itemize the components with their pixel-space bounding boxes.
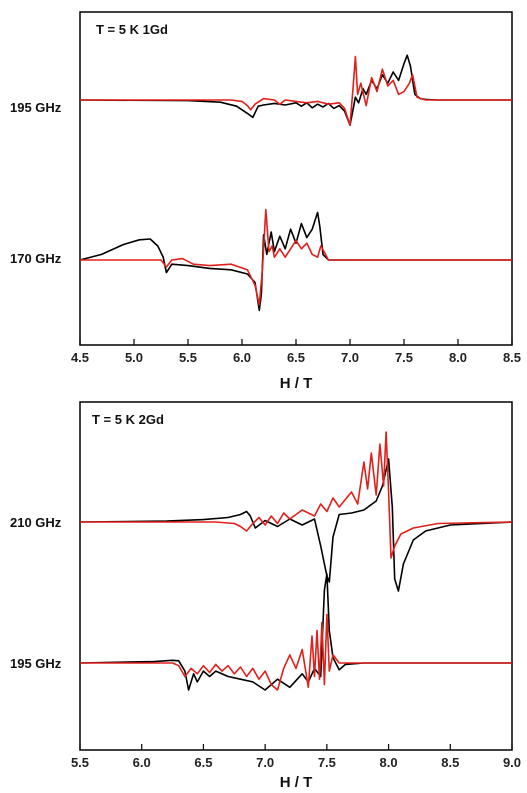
spectra-lines: [79, 54, 512, 312]
x-tick-label: 9.0: [503, 755, 521, 770]
panel-title: T = 5 K 2Gd: [92, 412, 164, 427]
panel-1gd: T = 5 K 1Gd 195 GHz 170 GHz 4.5 5.0 5.5 6.0…: [10, 11, 521, 392]
series-line-black-195ghz: [79, 573, 512, 691]
x-axis-label: H / T: [280, 375, 313, 392]
x-axis-label: H / T: [280, 774, 313, 791]
x-tick-label: 7.0: [256, 755, 274, 770]
plot-frame: [79, 401, 513, 751]
x-tick-label: 4.5: [71, 350, 89, 365]
trace-label-170ghz: 170 GHz: [10, 251, 62, 266]
trace-label-195ghz: 195 GHz: [10, 656, 62, 671]
x-tick-label: 5.0: [125, 350, 143, 365]
series-line-red-170ghz: [80, 208, 512, 306]
x-tick-label: 8.0: [380, 755, 398, 770]
series-line-red-195ghz: [80, 55, 512, 126]
series-line-red-195ghz: [80, 613, 512, 691]
trace-label-210ghz: 210 GHz: [10, 515, 62, 530]
x-tick-label: 7.5: [395, 350, 413, 365]
plot-frame: [79, 11, 513, 346]
series-line-black-195ghz: [79, 54, 512, 126]
x-tick-label: 8.5: [441, 755, 459, 770]
x-tick-label: 6.0: [233, 350, 251, 365]
series-line-black-210ghz: [79, 458, 513, 592]
x-ticks: 4.5 5.0 5.5 6.0 6.5 7.0 7.5 8.0 8.5: [71, 339, 521, 365]
x-tick-label: 6.5: [194, 755, 212, 770]
x-tick-label: 7.5: [318, 755, 336, 770]
x-tick-label: 6.5: [287, 350, 305, 365]
series-line-red-210ghz: [80, 431, 513, 559]
x-tick-label: 8.0: [449, 350, 467, 365]
panel-title: T = 5 K 1Gd: [96, 22, 168, 37]
trace-label-195ghz: 195 GHz: [10, 100, 62, 115]
panel-2gd: T = 5 K 2Gd 210 GHz 195 GHz 5.5 6.0 6.5 7.0…: [10, 401, 521, 791]
x-tick-label: 7.0: [341, 350, 359, 365]
x-tick-label: 6.0: [133, 755, 151, 770]
spectra-lines: [79, 431, 513, 691]
x-tick-label: 5.5: [179, 350, 197, 365]
series-line-black-170ghz: [79, 211, 512, 312]
x-ticks: 5.5 6.0 6.5 7.0 7.5 8.0 8.5 9.0: [71, 744, 521, 770]
x-tick-label: 8.5: [503, 350, 521, 365]
x-tick-label: 5.5: [71, 755, 89, 770]
